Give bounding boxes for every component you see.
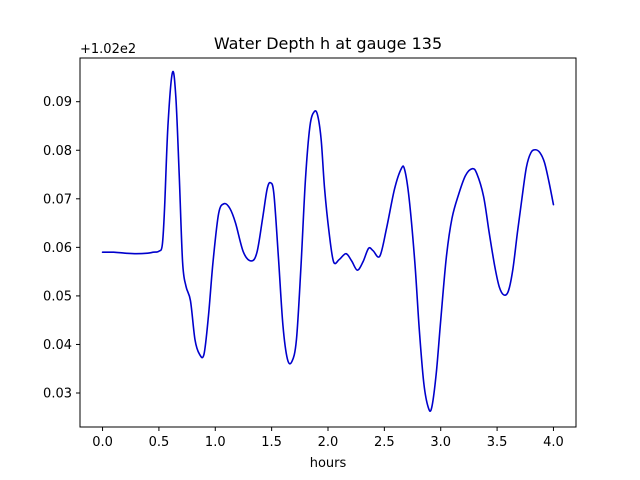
y-axis-ticks: 0.03 0.04 0.05 0.06 0.07 0.08 0.09 (43, 95, 80, 402)
x-tick-label: 3.0 (430, 435, 451, 450)
x-tick-label: 2.5 (374, 435, 395, 450)
x-axis-ticks: 0.0 0.5 1.0 1.5 2.0 2.5 3.0 3.5 4.0 (92, 427, 564, 450)
chart-title: Water Depth h at gauge 135 (214, 34, 442, 53)
x-tick-label: 0.5 (149, 435, 170, 450)
x-tick-label: 3.5 (487, 435, 508, 450)
y-tick-label: 0.07 (43, 192, 72, 207)
y-tick-label: 0.03 (43, 387, 72, 402)
plot-frame (79, 57, 577, 428)
y-tick-label: 0.04 (43, 338, 72, 353)
y-tick-label: 0.06 (43, 241, 72, 256)
series-line (101, 70, 555, 413)
x-tick-label: 2.0 (318, 435, 339, 450)
x-axis-label: hours (310, 456, 347, 471)
x-tick-label: 0.0 (92, 435, 113, 450)
y-tick-label: 0.09 (43, 95, 72, 110)
y-axis-offset-label: +1.02e2 (80, 42, 136, 57)
y-tick-label: 0.08 (43, 144, 72, 159)
y-tick-label: 0.05 (43, 289, 72, 304)
x-tick-label: 1.5 (261, 435, 282, 450)
x-tick-label: 4.0 (543, 435, 564, 450)
x-tick-label: 1.0 (205, 435, 226, 450)
